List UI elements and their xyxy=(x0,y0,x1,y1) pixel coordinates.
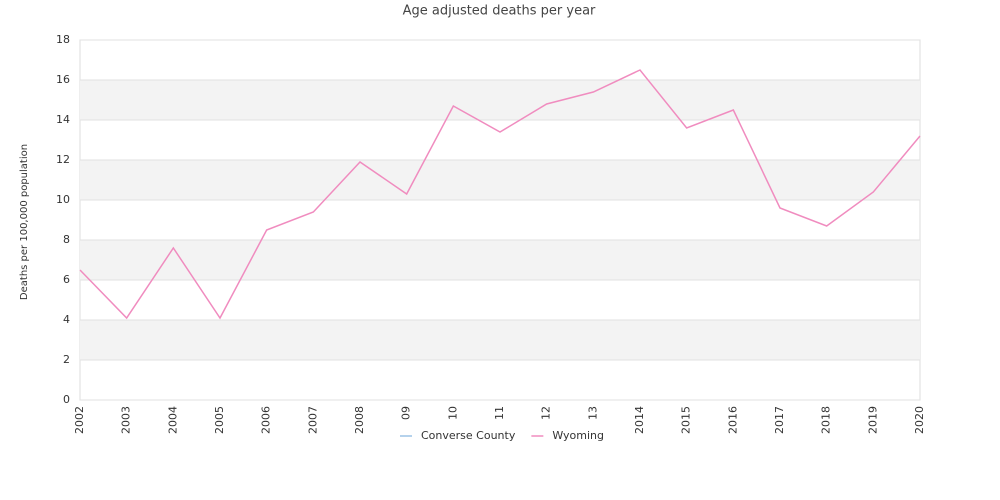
series-line xyxy=(79,69,921,320)
x-tick-label: 12 xyxy=(540,406,553,420)
y-tick-label: 8 xyxy=(63,233,70,246)
y-tick-label: 6 xyxy=(63,273,70,286)
y-tick-label: 0 xyxy=(63,393,70,406)
y-tick-label: 4 xyxy=(63,313,70,326)
x-tick-label: 2004 xyxy=(166,406,179,434)
x-tick-label: 2018 xyxy=(820,406,833,434)
x-tick-label: 11 xyxy=(493,406,506,420)
grid-band xyxy=(80,320,920,360)
x-tick-label: 13 xyxy=(586,406,599,420)
y-tick-label: 12 xyxy=(56,153,70,166)
y-tick-label: 14 xyxy=(56,113,70,126)
x-tick-label: 2006 xyxy=(260,406,273,434)
y-tick-label: 18 xyxy=(56,33,70,46)
x-tick-label: 09 xyxy=(400,406,413,420)
y-axis-label: Deaths per 100,000 population xyxy=(19,144,30,300)
legend-label: Wyoming xyxy=(552,429,604,442)
x-tick-label: 2014 xyxy=(633,406,646,434)
x-tick-label: 2003 xyxy=(120,406,133,434)
chart-title: Age adjusted deaths per year xyxy=(403,4,596,19)
x-tick-label: 2016 xyxy=(726,406,739,434)
grid-band xyxy=(80,80,920,120)
y-tick-label: 2 xyxy=(63,353,70,366)
x-tick-label: 2015 xyxy=(680,406,693,434)
grid-band xyxy=(80,240,920,280)
x-tick-label: 2005 xyxy=(213,406,226,434)
x-tick-label: 10 xyxy=(446,406,459,420)
legend-label: Converse County xyxy=(421,429,516,442)
x-tick-label: 2017 xyxy=(773,406,786,434)
x-tick-label: 2008 xyxy=(353,406,366,434)
y-tick-label: 10 xyxy=(56,193,70,206)
x-tick-label: 2002 xyxy=(73,406,86,434)
x-tick-label: 2019 xyxy=(866,406,879,434)
x-tick-label: 2007 xyxy=(306,406,319,434)
x-tick-label: 2020 xyxy=(913,406,926,434)
grid-band xyxy=(80,160,920,200)
y-tick-label: 16 xyxy=(56,73,70,86)
